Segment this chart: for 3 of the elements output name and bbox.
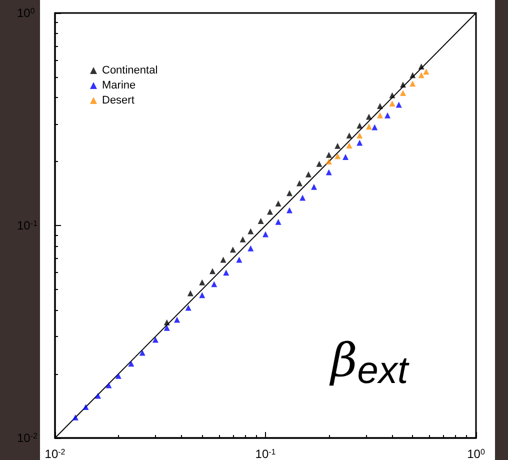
legend-label: Marine — [102, 80, 136, 92]
legend-label: Desert — [102, 94, 134, 106]
legend-label: Continental — [102, 64, 158, 76]
